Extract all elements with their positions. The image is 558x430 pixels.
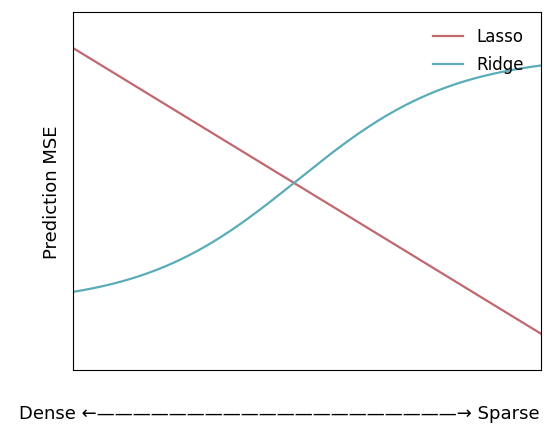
Lasso — [69, 46, 76, 51]
Ridge — [453, 82, 460, 87]
Text: Dense ←————————————————————→ Sparse: Dense ←————————————————————→ Sparse — [18, 404, 540, 422]
Lasso — [453, 280, 460, 285]
Lasso — [292, 181, 299, 187]
Lasso — [323, 200, 330, 206]
Ridge — [292, 180, 299, 185]
Ridge — [323, 155, 330, 160]
Ridge — [348, 137, 355, 142]
Line: Lasso: Lasso — [73, 49, 541, 334]
Ridge — [538, 64, 545, 69]
Ridge — [69, 290, 76, 295]
Ridge — [527, 65, 533, 71]
Lasso — [538, 332, 545, 337]
Lasso — [295, 183, 301, 188]
Y-axis label: Prediction MSE: Prediction MSE — [44, 125, 61, 258]
Lasso — [527, 325, 533, 330]
Lasso — [348, 216, 355, 221]
Line: Ridge: Ridge — [73, 66, 541, 292]
Legend: Lasso, Ridge: Lasso, Ridge — [432, 28, 523, 74]
Ridge — [295, 178, 301, 183]
